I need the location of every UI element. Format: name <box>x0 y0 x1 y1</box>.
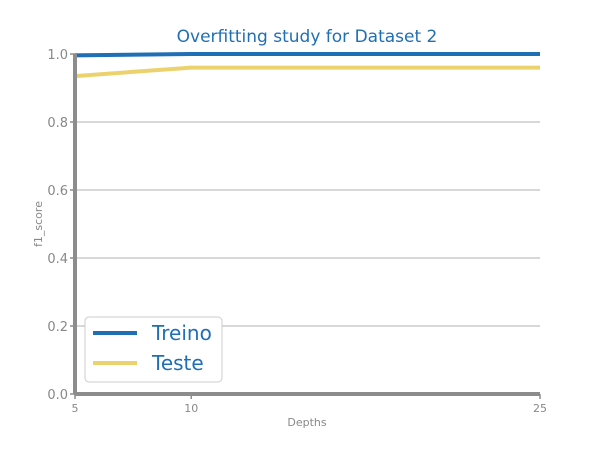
series-line-treino <box>74 52 540 58</box>
series-line-teste <box>74 65 540 79</box>
legend-label-treino: Treino <box>151 321 212 345</box>
y-tick-label: 0.4 <box>47 252 68 267</box>
grid-lines <box>75 53 540 327</box>
y-tick-label: 0.0 <box>47 388 68 403</box>
x-tick-label: 10 <box>184 402 198 415</box>
series-lines <box>74 52 540 79</box>
y-tick-label: 0.6 <box>47 184 68 199</box>
x-axis-label: Depths <box>287 416 327 429</box>
legend: Treino Teste <box>84 316 223 383</box>
x-tick-labels: 5 10 25 <box>72 394 547 415</box>
x-tick-label: 5 <box>72 402 79 415</box>
y-tick-label: 0.2 <box>47 320 68 335</box>
legend-label-teste: Teste <box>151 351 204 375</box>
y-tick-label: 1.0 <box>47 48 68 63</box>
y-tick-labels: 0.0 0.2 0.4 0.6 0.8 1.0 <box>47 48 75 403</box>
x-tick-label: 25 <box>533 402 547 415</box>
chart-title: Overfitting study for Dataset 2 <box>177 27 438 47</box>
y-axis-label: f1_score <box>32 201 45 247</box>
y-tick-label: 0.8 <box>47 116 68 131</box>
